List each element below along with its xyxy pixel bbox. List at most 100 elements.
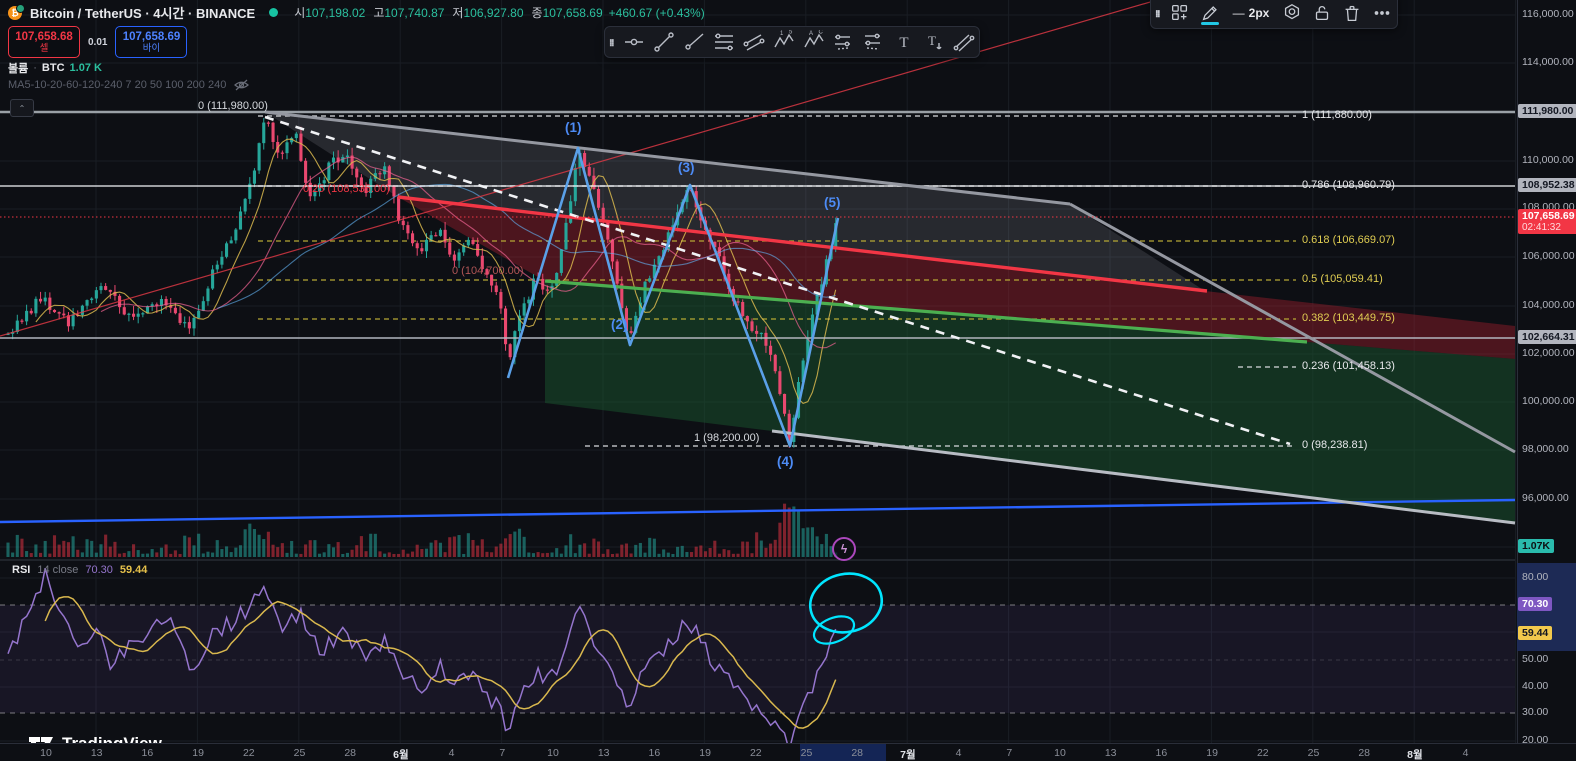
- svg-text:T: T: [899, 35, 908, 51]
- time-axis-label: 10: [40, 747, 52, 759]
- green-channel: [545, 281, 1515, 523]
- long-position-tool[interactable]: [829, 28, 859, 56]
- current-price-badge: 107,658.69 02:41:32: [1518, 209, 1576, 234]
- price-axis-label: 114,000.00: [1522, 56, 1574, 68]
- time-axis-label: 10: [547, 747, 559, 759]
- drawing-properties-toolbar[interactable]: ⣿ —2px: [1150, 0, 1398, 29]
- quick-trade-lightning-button[interactable]: ϟ: [832, 537, 856, 561]
- upper-gray-channel: [265, 112, 1205, 291]
- buy-button[interactable]: 107,658.69 바이: [115, 26, 188, 58]
- time-axis-label: 19: [699, 747, 711, 759]
- price-change: +460.67 (+0.43%): [608, 5, 705, 20]
- trash-icon[interactable]: [1337, 0, 1367, 27]
- buy-label: 바이: [142, 42, 161, 54]
- time-axis-label: 13: [90, 747, 103, 759]
- elliott-wave-label: (1): [565, 120, 582, 135]
- time-axis-label: 16: [648, 747, 661, 759]
- floating-drawing-toolbar[interactable]: ⣿ 1 5 A C T T: [604, 26, 980, 58]
- symbol-title[interactable]: Bitcoin / TetherUS · 4시간 · BINANCE: [30, 6, 256, 21]
- price-axis-label: 116,000.00: [1522, 8, 1574, 20]
- anchored-text-tool[interactable]: T: [919, 28, 949, 56]
- ohlc-item: 저106,927.80: [452, 6, 524, 20]
- time-axis-label: 22: [242, 747, 255, 759]
- layout-grid-icon[interactable]: [1165, 0, 1195, 27]
- ray-tool[interactable]: [679, 28, 709, 56]
- text-tool[interactable]: T: [889, 28, 919, 56]
- fib-level-label: 0.618 (106,669.07): [1302, 234, 1395, 246]
- rsi-params: 14 close: [37, 564, 79, 576]
- price-axis-label: 102,000.00: [1522, 347, 1575, 359]
- fib-channel-tool[interactable]: [739, 28, 769, 56]
- trend-line-tool[interactable]: [649, 28, 679, 56]
- collapse-panel-button[interactable]: ⌃: [10, 99, 34, 117]
- chart-canvas[interactable]: [0, 0, 1517, 743]
- ma-settings-text: MA5-10-20-60-120-240 7 20 50 100 200 240: [8, 79, 227, 91]
- price-axis-label: 96,000.00: [1522, 492, 1569, 504]
- active-color-indicator: [1201, 22, 1219, 25]
- time-axis-label: 8월: [1407, 749, 1423, 761]
- time-axis[interactable]: 10 13 16 19 22 25 28 6월 4 7 10 13 16 19 22 25 28 7월 4 7 10 13…: [0, 743, 1576, 761]
- rsi-value-2: 59.44: [119, 564, 148, 576]
- time-axis-label: 28: [1358, 747, 1371, 759]
- red-channel: [398, 197, 1515, 359]
- time-axis-label: 19: [1206, 747, 1218, 759]
- line-width-value: 2px: [1248, 6, 1270, 20]
- sell-label: 셀: [39, 42, 49, 54]
- volume-value: 1.07 K: [69, 62, 102, 74]
- rsi-legend[interactable]: RSI 14 close 70.30 59.44: [12, 564, 147, 576]
- time-axis-label: 28: [851, 747, 864, 759]
- horizontal-line-tool[interactable]: [619, 28, 649, 56]
- time-axis-label: 16: [1155, 747, 1168, 759]
- svg-text:C: C: [819, 30, 824, 36]
- pencil-icon[interactable]: [1195, 0, 1225, 27]
- volume-legend[interactable]: 볼륨 · BTC 1.07 K: [8, 60, 102, 76]
- fib-annotation: 1 (98,200.00): [694, 432, 760, 444]
- short-position-tool[interactable]: [859, 28, 889, 56]
- time-axis-label: 22: [749, 747, 762, 759]
- ma-legend[interactable]: MA5-10-20-60-120-240 7 20 50 100 200 240: [8, 79, 250, 91]
- price-axis-label: 100,000.00: [1522, 395, 1575, 407]
- lock-icon[interactable]: [1307, 0, 1337, 27]
- price-axis-label: 106,000.00: [1522, 250, 1575, 262]
- time-axis-label: 4: [1462, 747, 1469, 759]
- fib-retracement-tool[interactable]: [709, 28, 739, 56]
- fib-level-label: 0 (98,238.81): [1302, 439, 1368, 451]
- time-axis-label: 22: [1256, 747, 1269, 759]
- time-axis-label: 10: [1054, 747, 1066, 759]
- parallel-channel-tool[interactable]: [949, 28, 979, 56]
- volume-currency: BTC: [41, 62, 65, 74]
- time-axis-label: 19: [192, 747, 204, 759]
- sell-button[interactable]: 107,658.68 셀: [8, 26, 80, 58]
- hexagon-settings-icon[interactable]: [1277, 0, 1307, 27]
- price-line-badge: 102,664.31: [1518, 330, 1576, 344]
- drag-handle[interactable]: ⣿: [605, 28, 619, 56]
- fib-annotation: 0 (104,700.00): [452, 265, 524, 277]
- rsi-name: RSI: [12, 564, 31, 576]
- drag-handle[interactable]: ⣿: [1151, 0, 1165, 27]
- time-axis-label: 4: [448, 747, 455, 759]
- svg-text:T: T: [928, 33, 936, 48]
- ohlc-item: 종107,658.69: [531, 6, 603, 20]
- trade-panel: 107,658.68 셀 0.01 107,658.69 바이: [8, 26, 188, 58]
- line-width-control[interactable]: —2px: [1232, 6, 1270, 20]
- price-line-badge: 111,980.00: [1518, 104, 1576, 118]
- svg-text:⣿: ⣿: [609, 39, 614, 46]
- symbol-header: ₿ Bitcoin / TetherUS · 4시간 · BINANCE 시10…: [8, 3, 705, 22]
- svg-text:5: 5: [789, 30, 793, 36]
- more-icon[interactable]: [1367, 0, 1397, 27]
- time-axis-label: 13: [597, 747, 610, 759]
- volume-name: 볼륨: [8, 63, 29, 75]
- rsi-axis-label: 80.00: [1522, 571, 1549, 583]
- separator: ·: [33, 62, 37, 74]
- ohlc-item: 고107,740.87: [373, 6, 445, 20]
- fib-annotation: 0.25 (108,535.00): [303, 183, 390, 195]
- time-axis-label: 7: [499, 747, 506, 759]
- elliott-wave-label: (3): [678, 160, 695, 175]
- eye-off-icon[interactable]: [234, 79, 250, 91]
- time-axis-label: 25: [293, 747, 306, 759]
- rsi-value-1: 70.30: [85, 564, 113, 576]
- time-axis-label: 4: [955, 747, 962, 759]
